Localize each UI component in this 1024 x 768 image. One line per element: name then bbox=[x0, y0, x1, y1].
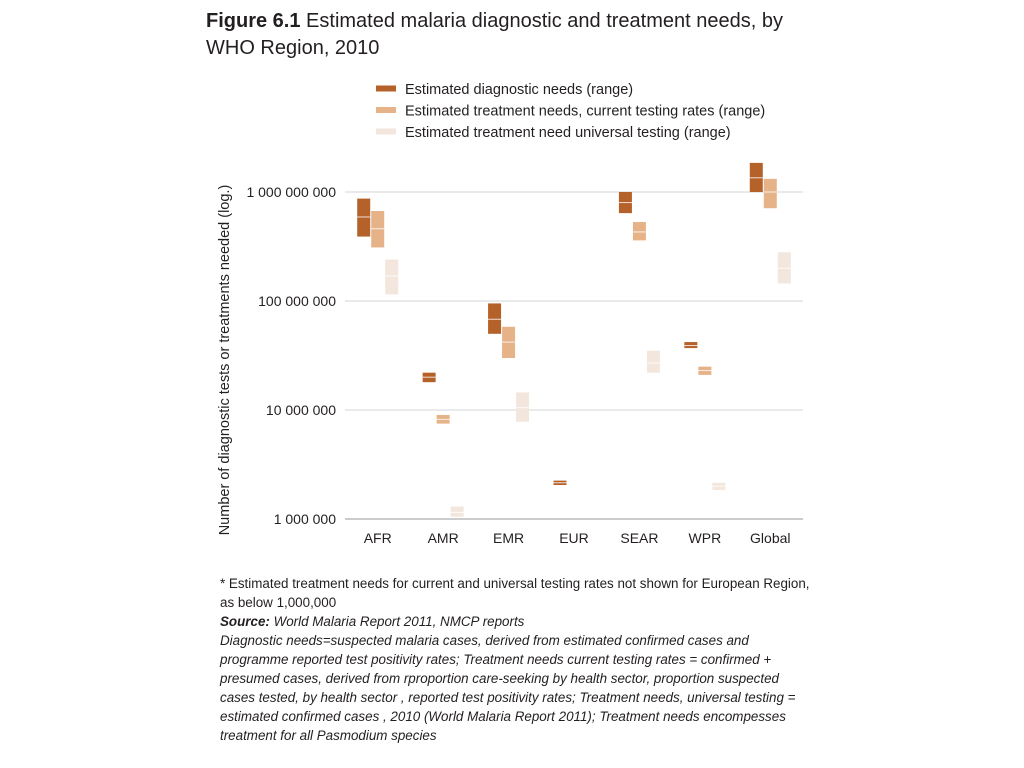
legend-label: Estimated treatment need universal testi… bbox=[405, 125, 731, 141]
x-tick-label: WPR bbox=[689, 530, 722, 546]
legend-swatch bbox=[376, 85, 396, 92]
y-axis-label-group: Number of diagnostic tests or treatments… bbox=[217, 185, 233, 536]
gridlines bbox=[345, 191, 803, 520]
source-label: Source: bbox=[220, 614, 270, 629]
range-bar bbox=[488, 303, 502, 334]
legend-swatch bbox=[376, 128, 396, 135]
x-tick-label: AMR bbox=[428, 530, 459, 546]
y-tick-label: 1 000 000 000 bbox=[246, 184, 336, 200]
x-tick-label: SEAR bbox=[620, 530, 658, 546]
range-bar bbox=[516, 392, 530, 422]
figure-title-text: Estimated malaria diagnostic and treatme… bbox=[206, 10, 783, 59]
y-tick-labels: 1 000 000 10 000 000 100 000 000 1 000 000 … bbox=[246, 184, 336, 527]
x-tick-labels: AFR AMR EMR EUR SEAR WPR Global bbox=[364, 530, 791, 546]
x-tick-label: AFR bbox=[364, 530, 392, 546]
footnote: * Estimated treatment needs for current … bbox=[220, 576, 810, 610]
legend-label: Estimated treatment needs, current testi… bbox=[405, 104, 765, 120]
legend-label: Estimated diagnostic needs (range) bbox=[405, 82, 633, 98]
range-bars bbox=[357, 162, 791, 517]
x-tick-label: Global bbox=[750, 530, 790, 546]
x-tick-label: EMR bbox=[493, 530, 524, 546]
range-bar bbox=[646, 350, 660, 373]
range-bar bbox=[763, 178, 777, 209]
y-tick-label: 1 000 000 bbox=[274, 511, 336, 527]
y-axis-label: Number of diagnostic tests or treatments… bbox=[217, 185, 233, 536]
x-tick-label: EUR bbox=[559, 530, 589, 546]
legend: Estimated diagnostic needs (range) Estima… bbox=[376, 82, 765, 141]
legend-swatch bbox=[376, 107, 396, 113]
y-tick-label: 10 000 000 bbox=[266, 402, 336, 418]
range-bar bbox=[450, 506, 464, 517]
range-bar bbox=[684, 342, 698, 349]
source-text: World Malaria Report 2011, NMCP reports bbox=[269, 614, 525, 629]
notes-description: Diagnostic needs=suspected malaria cases… bbox=[220, 633, 796, 743]
range-bar bbox=[357, 198, 371, 237]
y-tick-label: 100 000 000 bbox=[258, 293, 336, 309]
range-bar bbox=[632, 222, 646, 241]
figure-number: Figure 6.1 bbox=[206, 10, 301, 32]
figure-title: Figure 6.1 Estimated malaria diagnostic … bbox=[206, 8, 826, 62]
figure-notes: * Estimated treatment needs for current … bbox=[220, 574, 810, 745]
range-bar bbox=[385, 259, 399, 295]
source-line: Source: World Malaria Report 2011, NMCP … bbox=[220, 612, 810, 631]
